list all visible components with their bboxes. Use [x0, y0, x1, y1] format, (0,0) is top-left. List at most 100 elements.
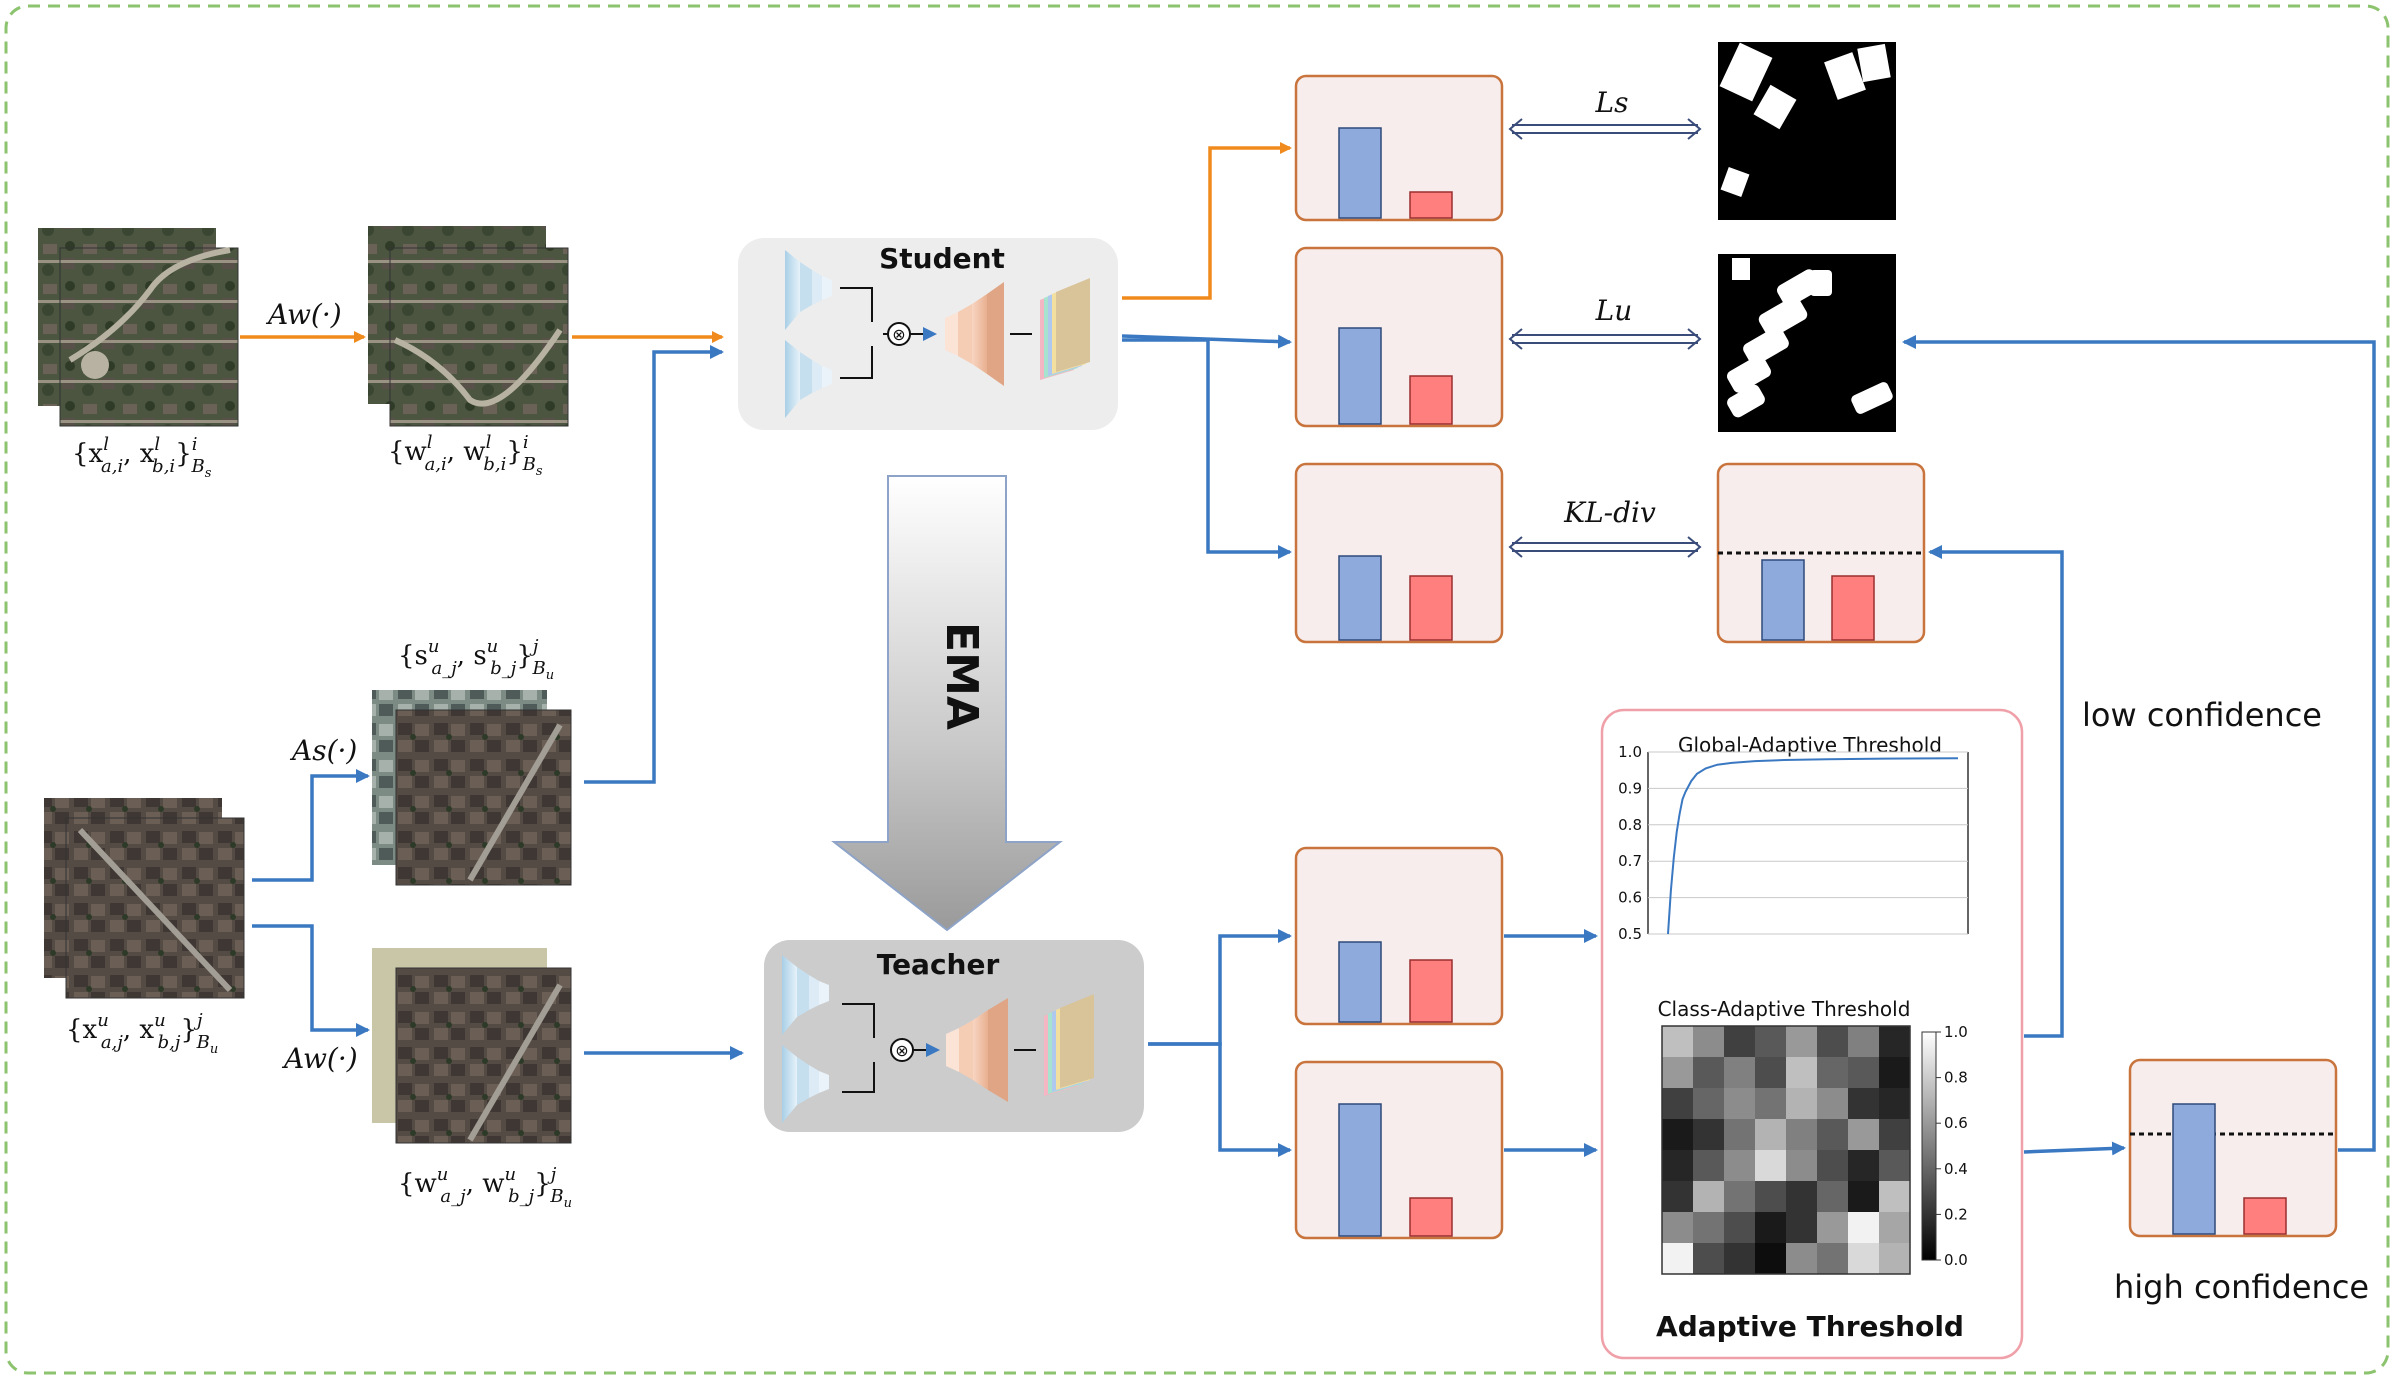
teacher-decoder	[946, 998, 1008, 1102]
svg-text:⊗: ⊗	[892, 325, 905, 344]
loss-ls: Ls	[1508, 86, 1702, 140]
teacher-encoders	[782, 955, 829, 1123]
heatmap-cell	[1817, 1088, 1848, 1119]
teacher-output-features	[1044, 994, 1094, 1096]
unlabeled-input-images	[44, 798, 245, 999]
heatmap-cell	[1755, 1150, 1786, 1181]
outer-frame	[4, 4, 2390, 1375]
unlabeled-strong-augment-label: As(·)	[289, 734, 357, 767]
labeled-weak-augment-label: Aw(·)	[265, 298, 342, 331]
heatmap-cell	[1724, 1026, 1755, 1057]
heatmap-cell	[1848, 1057, 1879, 1088]
heatmap-cell	[1693, 1088, 1724, 1119]
loss-kl: KL-div	[1508, 496, 1702, 558]
heatmap-cell	[1662, 1212, 1693, 1243]
arrow-unlabeled-to-strong	[252, 769, 370, 882]
heatmap-cell	[1848, 1212, 1879, 1243]
heatmap-cell	[1662, 1026, 1693, 1057]
heatmap-cell	[1755, 1243, 1786, 1274]
arrow-unlabeled-to-weak	[252, 924, 370, 1037]
heatmap-cell	[1879, 1026, 1910, 1057]
global-threshold-chart: 0.5 0.6 0.7 0.8 0.9 1.0	[1618, 743, 1969, 943]
heatmap-cell	[1786, 1150, 1817, 1181]
ema-arrow: EMA	[831, 475, 1063, 932]
global-chart-y-tick: 0.8	[1618, 816, 1642, 834]
adaptive-threshold-title: Adaptive Threshold	[1656, 1310, 1964, 1343]
bar-blue	[1338, 127, 1382, 219]
class-threshold-colorbar: 1.0 0.8 0.6 0.4 0.2 0.0	[1921, 1023, 1968, 1269]
heatmap-cell	[1786, 1212, 1817, 1243]
heatmap-cell	[1662, 1181, 1693, 1212]
heatmap-cell	[1693, 1212, 1724, 1243]
unlabeled-strong-set-label: {su a_j, su b_j}j Bu	[398, 636, 554, 683]
labeled-weak-images	[368, 226, 569, 427]
class-threshold-heatmap	[1661, 1025, 1911, 1275]
heatmap-cell	[1662, 1088, 1693, 1119]
heatmap-cell	[1786, 1026, 1817, 1057]
heatmap-cell	[1817, 1181, 1848, 1212]
student-encoders	[785, 250, 832, 418]
bar-red	[1409, 575, 1453, 641]
labeled-weak-front	[389, 247, 569, 427]
loss-ls-label: Ls	[1595, 86, 1629, 119]
heatmap-cell	[1786, 1119, 1817, 1150]
arrow-threshold-low-to-kl-target	[1928, 545, 2064, 1038]
bar-red	[2243, 1197, 2287, 1235]
heatmap-cell	[1879, 1119, 1910, 1150]
heatmap-cell	[1724, 1181, 1755, 1212]
labeled-input-set-label: {xl a,i, xl b,i}i Bs	[72, 434, 212, 481]
heatmap-cell	[1724, 1150, 1755, 1181]
heatmap-cell	[1693, 1057, 1724, 1088]
heatmap-cell	[1755, 1212, 1786, 1243]
student-label: Student	[879, 242, 1005, 275]
heatmap-cell	[1848, 1119, 1879, 1150]
loss-lu-label: Lu	[1595, 294, 1633, 327]
heatmap-cell	[1786, 1243, 1817, 1274]
heatmap-cell	[1662, 1243, 1693, 1274]
bar-blue	[1761, 559, 1805, 641]
heatmap-cell	[1879, 1212, 1910, 1243]
bar-red	[1831, 575, 1875, 641]
heatmap-cell	[1693, 1181, 1724, 1212]
global-chart-y-tick: 1.0	[1618, 743, 1642, 761]
student-model: Student ⊗	[738, 238, 1118, 430]
arrow-teacher-to-pred-2	[1148, 1042, 1292, 1157]
heatmap-cell	[1848, 1243, 1879, 1274]
heatmap-cell	[1662, 1150, 1693, 1181]
heatmap-cell	[1755, 1181, 1786, 1212]
bar-blue	[1338, 555, 1382, 641]
pred-box-kl	[1294, 462, 1504, 644]
pred-box-kl-target	[1716, 462, 1926, 644]
heatmap-cell	[1724, 1119, 1755, 1150]
global-threshold-line	[1667, 757, 1959, 935]
student-decoder	[945, 282, 1004, 386]
heatmap-cell	[1817, 1026, 1848, 1057]
teacher-label: Teacher	[877, 948, 1000, 981]
arrow-teacher-to-pred-1	[1148, 929, 1292, 1046]
heatmap-cell	[1879, 1057, 1910, 1088]
heatmap-cell	[1817, 1243, 1848, 1274]
heatmap-cell	[1879, 1243, 1910, 1274]
global-chart-y-tick: 0.9	[1618, 779, 1642, 797]
adaptive-threshold-panel: Global-Adaptive Threshold 0.50.60.70.80.…	[1600, 708, 2024, 1360]
pred-box-unsupervised	[1294, 246, 1504, 428]
global-threshold-title: Global-Adaptive Threshold	[1678, 733, 1942, 757]
bar-blue	[2172, 1103, 2216, 1235]
pred-box-teacher-1	[1294, 846, 1504, 1026]
arrow-student-to-supervised-pred	[1122, 142, 1292, 300]
bar-blue	[1338, 1103, 1382, 1237]
global-chart-y-tick: 0.7	[1618, 852, 1642, 870]
colorbar-tick: 0.2	[1944, 1205, 1968, 1223]
colorbar-tick: 0.0	[1944, 1251, 1968, 1269]
unlabeled-weak-augment-label: Aw(·)	[281, 1042, 358, 1075]
mask-supervised	[1718, 42, 1896, 220]
heatmap-cell	[1724, 1212, 1755, 1243]
high-confidence-label: high confidence	[2114, 1268, 2369, 1306]
heatmap-cell	[1786, 1088, 1817, 1119]
loss-kl-label: KL-div	[1563, 496, 1656, 529]
heatmap-border	[1661, 1025, 1911, 1275]
bar-red	[1409, 191, 1453, 219]
svg-text:⊗: ⊗	[895, 1041, 908, 1060]
labeled-input-images	[38, 228, 239, 427]
